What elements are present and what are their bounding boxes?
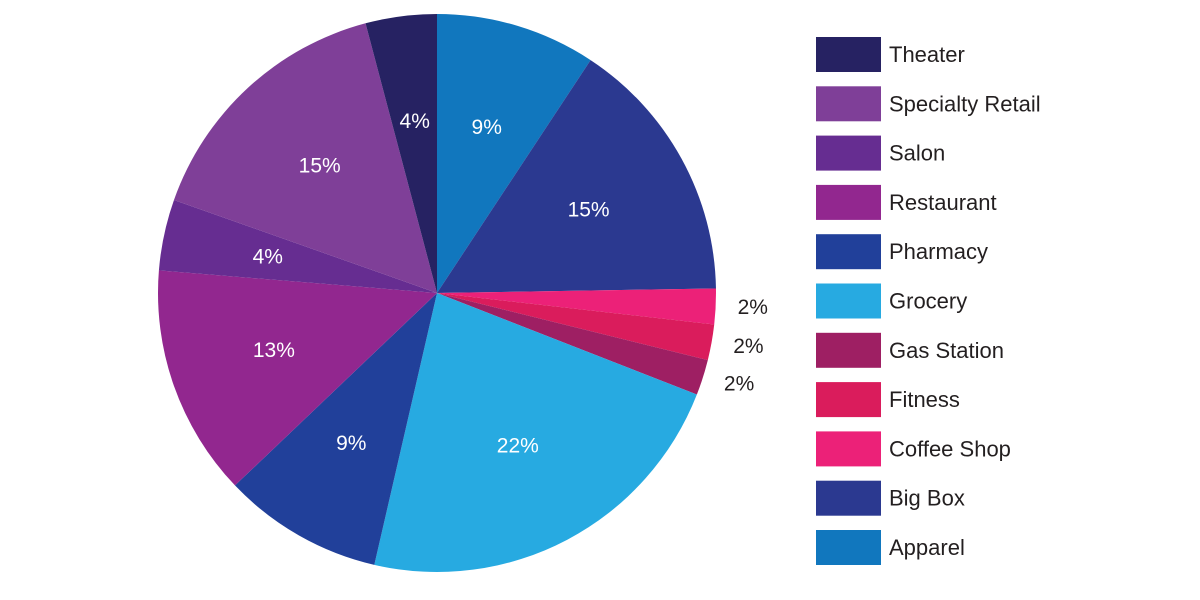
legend-label-salon: Salon — [889, 141, 945, 166]
legend-label-restaurant: Restaurant — [889, 190, 997, 215]
slice-salon — [158, 199, 437, 293]
data-label-coffee-shop: 2% — [738, 296, 768, 319]
legend-label-specialty-retail: Specialty Retail — [889, 91, 1041, 116]
data-label-specialty-retail: 15% — [299, 154, 341, 177]
legend: Theater Specialty Retail Salon Restaurant Ph… — [816, 37, 1041, 565]
slice-fitness — [437, 293, 715, 361]
legend-label-theater: Theater — [889, 42, 965, 67]
legend-swatch-specialty-retail — [816, 86, 881, 122]
legend-label-fitness: Fitness — [889, 387, 960, 412]
data-label-grocery: 22% — [497, 435, 539, 458]
legend-label-grocery: Grocery — [889, 289, 967, 314]
slice-pharmacy — [234, 293, 437, 565]
legend-swatch-pharmacy — [816, 234, 881, 270]
slice-apparel — [437, 14, 591, 293]
legend-label-big-box: Big Box — [889, 486, 965, 511]
legend-swatch-restaurant — [816, 184, 881, 220]
data-label-pharmacy: 9% — [336, 432, 366, 455]
legend-swatch-big-box — [816, 480, 881, 516]
legend-swatch-grocery — [816, 283, 881, 319]
slice-coffee-shop — [437, 288, 716, 325]
legend-swatch-fitness — [816, 382, 881, 418]
data-label-gas-station: 2% — [724, 373, 754, 396]
data-label-theater: 4% — [400, 110, 430, 133]
data-label-salon: 4% — [253, 245, 283, 268]
legend-label-gas-station: Gas Station — [889, 338, 1004, 363]
slice-specialty-retail — [173, 23, 438, 294]
legend-label-apparel: Apparel — [889, 535, 965, 560]
legend-swatch-theater — [816, 37, 881, 72]
slice-theater — [365, 14, 437, 293]
legend-swatch-salon — [816, 135, 881, 171]
data-label-restaurant: 13% — [253, 339, 295, 362]
slice-gas-station — [437, 293, 708, 395]
slice-restaurant — [157, 270, 438, 486]
legend-swatch-gas-station — [816, 332, 881, 368]
legend-label-pharmacy: Pharmacy — [889, 239, 988, 264]
legend-swatch-coffee-shop — [816, 431, 881, 467]
slice-big-box — [437, 60, 716, 293]
slice-grocery — [374, 293, 697, 572]
pie-labels: 9% 15% 2% 2% 2% 22% 9% 13% 4% 15% 4% — [253, 110, 768, 458]
legend-label-coffee-shop: Coffee Shop — [889, 436, 1011, 461]
data-label-apparel: 9% — [472, 116, 502, 139]
data-label-big-box: 15% — [568, 198, 610, 221]
legend-swatch-apparel — [816, 530, 881, 565]
pie-slices — [157, 14, 716, 572]
data-label-fitness: 2% — [733, 335, 763, 358]
